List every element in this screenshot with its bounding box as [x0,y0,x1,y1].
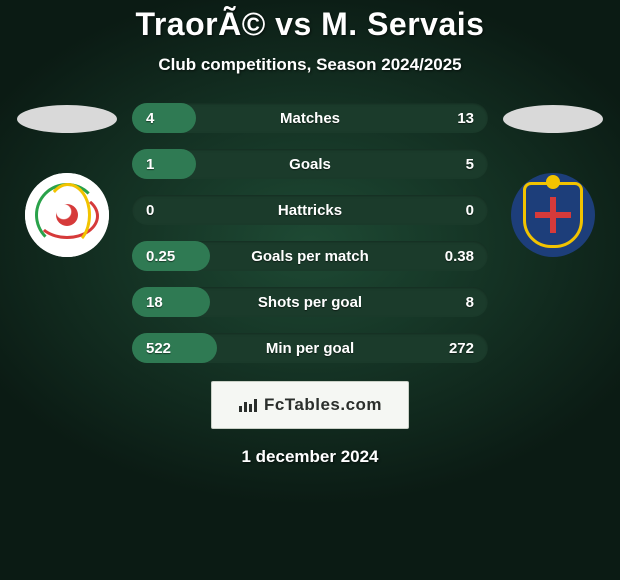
stat-left-value: 0.25 [146,248,175,265]
left-club-badge-art [25,173,109,257]
stat-left-value: 1 [146,156,154,173]
stat-label: Matches [280,110,340,127]
right-player-avatar [503,105,603,133]
stat-bar: 522 Min per goal 272 [132,333,488,363]
comparison-card: TraorÃ© vs M. Servais Club competitions,… [0,0,620,580]
stat-left-value: 4 [146,110,154,127]
date-line: 1 december 2024 [241,447,378,467]
stat-bar: 1 Goals 5 [132,149,488,179]
stats-column: 4 Matches 13 1 Goals 5 0 Hattricks 0 0.25 Goals pe… [132,103,488,363]
stat-right-value: 5 [466,156,474,173]
stat-fill-left [132,287,210,317]
stat-label: Hattricks [278,202,342,219]
stat-fill-left [132,103,196,133]
main-row: 4 Matches 13 1 Goals 5 0 Hattricks 0 0.25 Goals pe… [0,103,620,363]
stat-right-value: 8 [466,294,474,311]
stat-bar: 4 Matches 13 [132,103,488,133]
stat-label: Shots per goal [258,294,362,311]
stat-left-value: 18 [146,294,163,311]
stat-right-value: 13 [457,110,474,127]
left-player-avatar [17,105,117,133]
stat-bar: 18 Shots per goal 8 [132,287,488,317]
stat-right-value: 272 [449,340,474,357]
stat-right-value: 0 [466,202,474,219]
left-club-badge [25,173,109,257]
fctables-label: FcTables.com [264,395,382,415]
stat-fill-left [132,149,196,179]
subtitle: Club competitions, Season 2024/2025 [158,55,461,75]
chart-icon [238,397,258,413]
stat-label: Min per goal [266,340,354,357]
stat-left-value: 522 [146,340,171,357]
stat-bar: 0.25 Goals per match 0.38 [132,241,488,271]
stat-bar: 0 Hattricks 0 [132,195,488,225]
stat-left-value: 0 [146,202,154,219]
left-player-col [12,103,122,257]
fctables-badge[interactable]: FcTables.com [211,381,409,429]
stat-label: Goals [289,156,331,173]
stat-right-value: 0.38 [445,248,474,265]
page-title: TraorÃ© vs M. Servais [136,6,485,43]
right-club-badge-art [511,173,595,257]
stat-label: Goals per match [251,248,369,265]
right-player-col [498,103,608,257]
right-club-badge [511,173,595,257]
stat-fill-left [132,333,217,363]
